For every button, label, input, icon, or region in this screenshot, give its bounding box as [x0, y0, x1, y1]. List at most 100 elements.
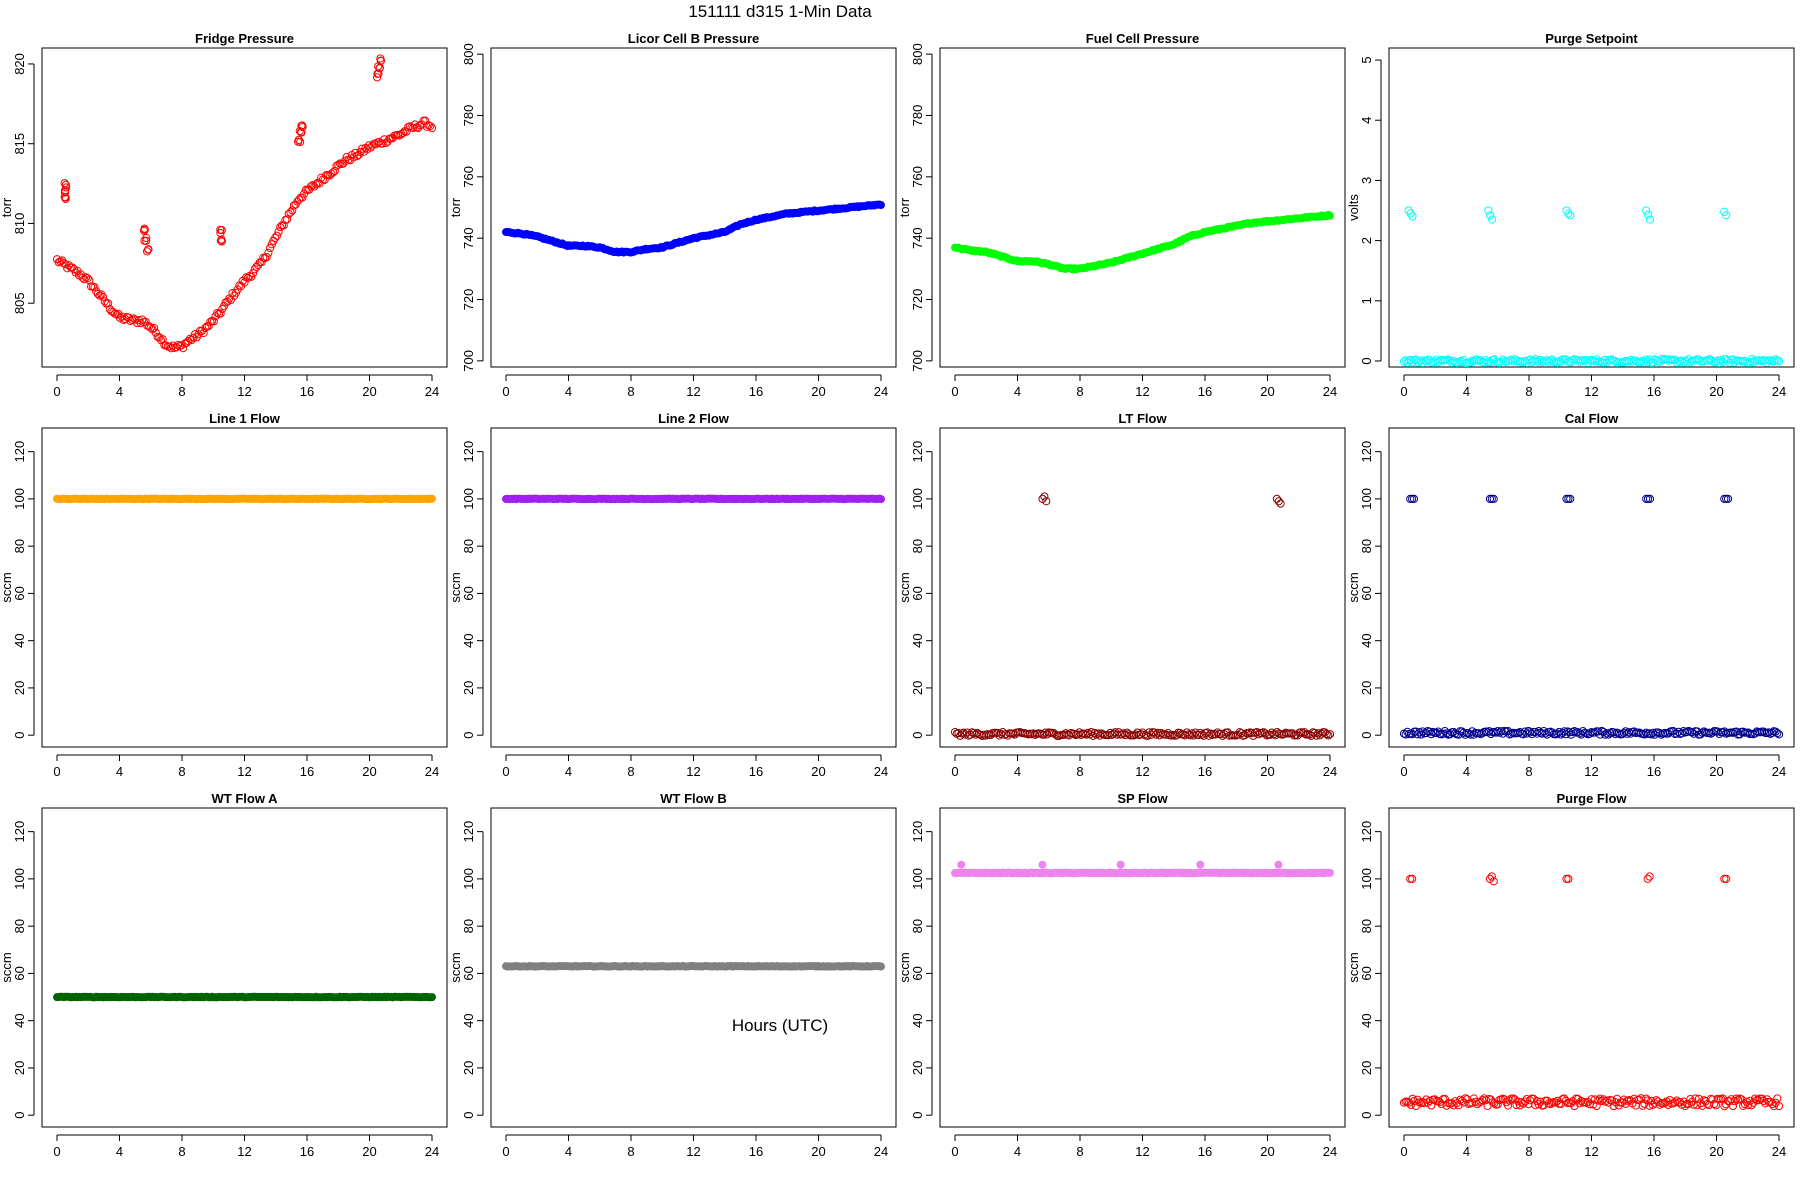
- y-tick-label: 40: [910, 1013, 925, 1027]
- plot-frame: [939, 427, 1346, 748]
- data-point: [1408, 212, 1417, 221]
- x-tick-label: 4: [565, 1144, 572, 1159]
- x-tick-label: 12: [686, 764, 700, 779]
- data-point: [85, 276, 94, 285]
- y-tick-label: 40: [461, 633, 476, 647]
- x-tick-label: 24: [425, 384, 439, 399]
- panel-cal-flow: Cal Flow 0 4 8 12 16 20 24 0 20 40 60 80 100 120 sccm: [1346, 411, 1795, 779]
- x-tick-label: 16: [749, 384, 763, 399]
- x-tick-label: 16: [300, 384, 314, 399]
- y-tick-label: 100: [12, 488, 27, 510]
- data-point: [334, 160, 343, 169]
- x-tick-label: 24: [874, 764, 888, 779]
- y-tick-label: 120: [461, 441, 476, 463]
- x-tick-label: 24: [1323, 764, 1337, 779]
- y-tick-label: 700: [910, 350, 925, 372]
- data-point: [1408, 874, 1417, 883]
- data-point: [427, 123, 437, 133]
- data-point: [279, 221, 288, 230]
- y-tick-label: 100: [461, 868, 476, 890]
- plot-frame: [41, 807, 448, 1128]
- panel-line-1-flow: Line 1 Flow 0 4 8 12 16 20 24 0 20 40 60 80 100 120 scc…: [0, 411, 448, 779]
- panel-title: Line 1 Flow: [209, 411, 281, 426]
- data-point: [957, 860, 966, 869]
- panel-fridge-pressure: Fridge Pressure 0 4 8 12 16 20 24 805 810 815 820 to…: [0, 31, 448, 399]
- y-tick-label: 740: [461, 227, 476, 249]
- y-tick-label: 40: [12, 633, 27, 647]
- y-tick-label: 80: [461, 539, 476, 553]
- x-tick-label: 4: [116, 764, 123, 779]
- data-point: [146, 323, 155, 332]
- data-point: [248, 269, 258, 278]
- data-point: [1609, 1101, 1618, 1111]
- data-point: [1520, 727, 1530, 736]
- x-tick-label: 12: [1584, 384, 1598, 399]
- data-point: [272, 231, 281, 240]
- y-tick-label: 700: [461, 350, 476, 372]
- data-point: [143, 245, 153, 254]
- data-point: [283, 215, 292, 224]
- y-tick-label: 100: [910, 488, 925, 510]
- x-tick-label: 4: [1014, 384, 1021, 399]
- data-point: [1040, 492, 1049, 501]
- x-tick-label: 24: [1772, 1144, 1786, 1159]
- x-tick-label: 20: [811, 764, 825, 779]
- data-point: [1643, 357, 1652, 367]
- x-tick-label: 24: [1772, 384, 1786, 399]
- data-points: [501, 494, 886, 504]
- x-tick-label: 12: [1135, 764, 1149, 779]
- y-tick-label: 60: [12, 966, 27, 980]
- y-axis-label: sccm: [1346, 572, 1361, 602]
- y-tick-label: 810: [12, 213, 27, 235]
- data-point: [1116, 860, 1125, 869]
- data-point: [1722, 874, 1731, 883]
- panel-licor-cell-b-pressure: Licor Cell B Pressure 0 4 8 12 16 20 24 700 720 74…: [448, 31, 897, 399]
- x-tick-label: 4: [1463, 1144, 1470, 1159]
- data-point: [1723, 494, 1733, 503]
- y-tick-label: 120: [910, 441, 925, 463]
- panel-lt-flow: LT Flow 0 4 8 12 16 20 24 0 20 40 60 80 100 120 sccm: [897, 411, 1346, 779]
- data-point: [1722, 211, 1731, 220]
- y-tick-label: 780: [910, 105, 925, 127]
- data-point: [1276, 499, 1285, 508]
- data-point: [83, 274, 92, 283]
- y-axis-label: sccm: [448, 952, 463, 982]
- y-tick-label: 0: [910, 732, 925, 739]
- x-tick-label: 0: [53, 1144, 60, 1159]
- y-tick-label: 40: [1359, 1013, 1374, 1027]
- y-tick-label: 0: [1359, 732, 1374, 739]
- data-point: [1769, 357, 1778, 366]
- plot-frame: [490, 427, 897, 748]
- panel-title: Purge Flow: [1556, 791, 1627, 806]
- y-tick-label: 120: [1359, 441, 1374, 463]
- data-point: [1274, 497, 1283, 506]
- plot-frame: [490, 47, 897, 368]
- data-point: [1570, 1101, 1579, 1111]
- data-points: [53, 992, 436, 1002]
- x-tick-label: 20: [1709, 1144, 1723, 1159]
- data-point: [295, 126, 304, 136]
- x-tick-label: 16: [749, 764, 763, 779]
- y-tick-label: 100: [12, 868, 27, 890]
- data-point: [1645, 494, 1655, 503]
- data-point: [1580, 1097, 1589, 1107]
- data-point: [1773, 728, 1782, 738]
- x-tick-label: 20: [811, 384, 825, 399]
- y-tick-label: 20: [12, 681, 27, 695]
- x-tick-label: 12: [686, 384, 700, 399]
- x-tick-label: 16: [1647, 764, 1661, 779]
- data-point: [1602, 1096, 1611, 1105]
- data-point: [1274, 860, 1283, 869]
- x-tick-label: 20: [362, 764, 376, 779]
- data-point: [330, 166, 339, 176]
- data-points: [52, 54, 437, 353]
- x-tick-label: 20: [811, 1144, 825, 1159]
- data-point: [264, 248, 273, 257]
- data-points: [951, 860, 1335, 878]
- x-tick-label: 4: [116, 1144, 123, 1159]
- panel-fuel-cell-pressure: Fuel Cell Pressure 0 4 8 12 16 20 24 700 720 740 76…: [897, 31, 1346, 399]
- data-point: [142, 247, 152, 256]
- data-point: [1486, 211, 1495, 220]
- y-tick-label: 80: [12, 539, 27, 553]
- y-axis-label: sccm: [897, 952, 912, 982]
